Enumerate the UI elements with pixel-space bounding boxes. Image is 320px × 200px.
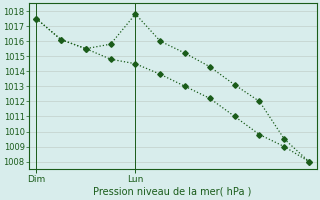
X-axis label: Pression niveau de la mer( hPa ): Pression niveau de la mer( hPa ) bbox=[93, 187, 252, 197]
